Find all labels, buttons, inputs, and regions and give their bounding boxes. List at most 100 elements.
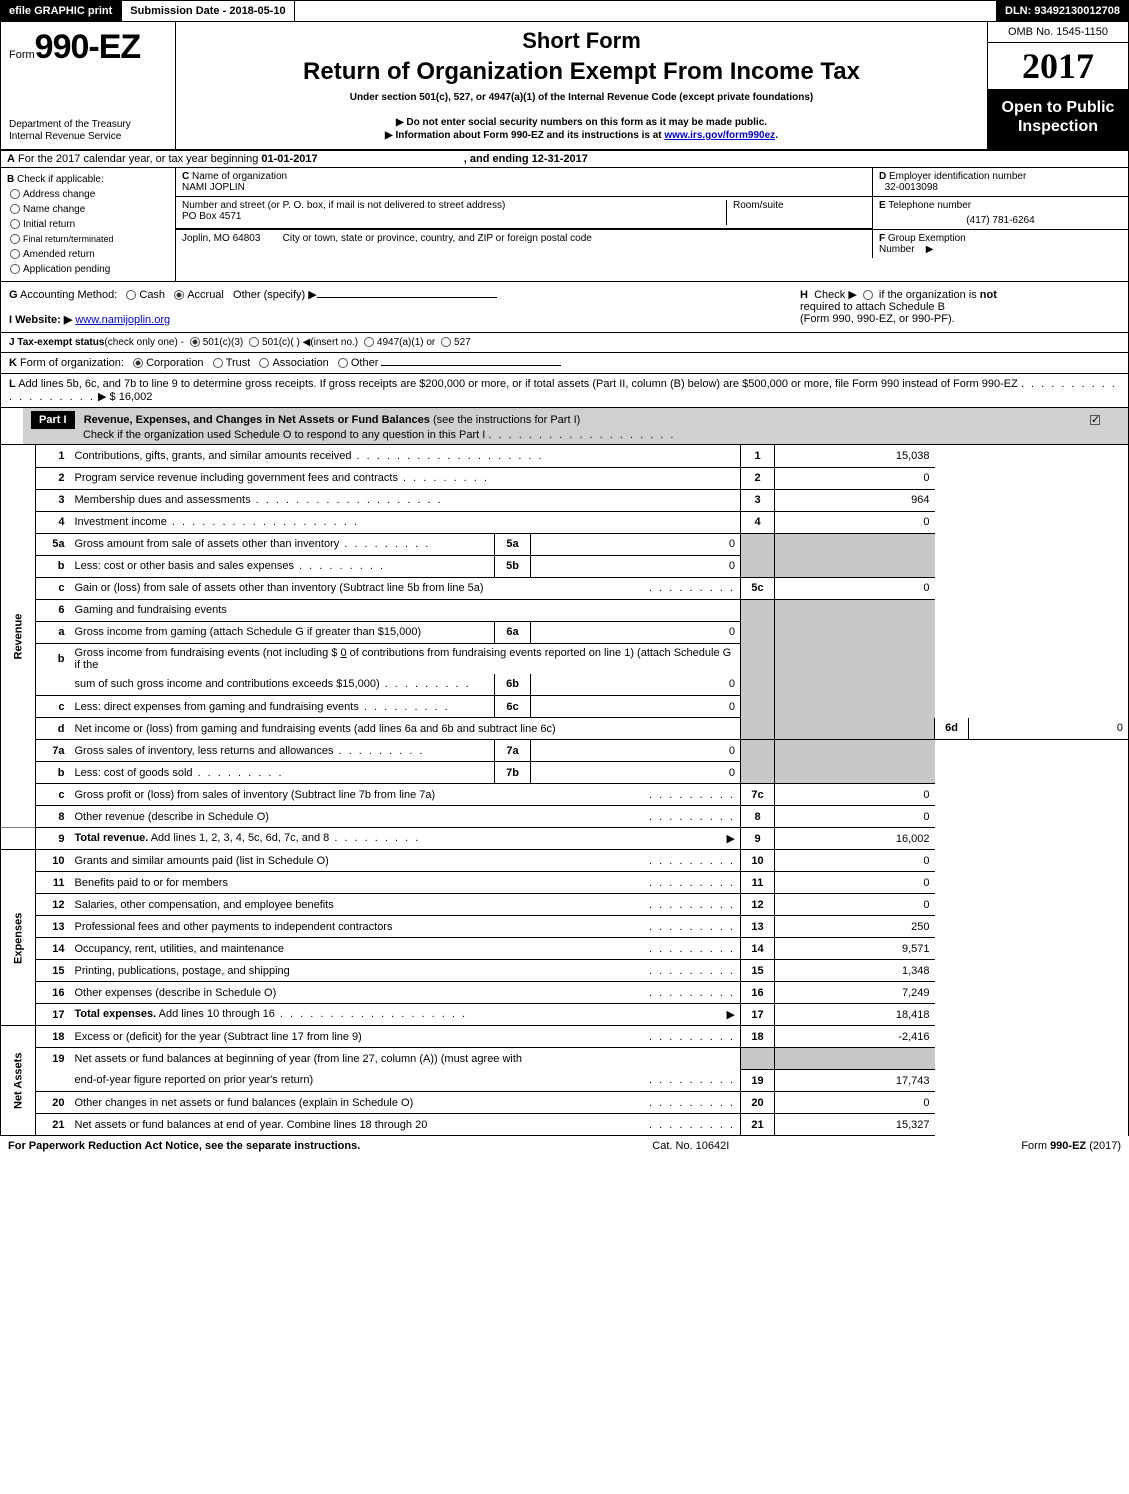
dln-box: DLN: 93492130012708: [996, 0, 1129, 22]
room-suite: Room/suite: [726, 200, 866, 225]
instructions-link[interactable]: www.irs.gov/form990ez: [664, 130, 775, 141]
chk-application-pending[interactable]: [10, 264, 20, 274]
radio-trust[interactable]: [213, 358, 223, 368]
l14-desc: Occupancy, rent, utilities, and maintena…: [75, 943, 285, 955]
efile-print-button[interactable]: efile GRAPHIC print: [0, 0, 121, 22]
line-h-text4: (Form 990, 990-EZ, or 990-PF).: [800, 313, 955, 325]
part-1-header: Part I Revenue, Expenses, and Changes in…: [0, 408, 1129, 445]
line-k-text: Form of organization:: [20, 357, 124, 369]
chk-schedule-o-part1[interactable]: [1090, 415, 1100, 425]
period-mid: , and ending: [464, 153, 532, 165]
l18-amt: -2,416: [775, 1026, 935, 1048]
l6c-desc: Less: direct expenses from gaming and fu…: [75, 701, 359, 713]
l12-box: 12: [741, 894, 775, 916]
box-e-label: E: [879, 200, 886, 211]
lbl-other-org: Other: [351, 357, 379, 369]
part-1-title: Revenue, Expenses, and Changes in Net As…: [84, 414, 430, 426]
room-heading: Room/suite: [733, 200, 784, 211]
box-e-heading: Telephone number: [888, 200, 971, 211]
footer-mid: Cat. No. 10642I: [652, 1140, 729, 1152]
tax-year: 2017: [988, 43, 1128, 90]
l21-box: 21: [741, 1114, 775, 1136]
topbar-spacer: [295, 0, 996, 22]
line-g-h: G Accounting Method: Cash Accrual Other …: [0, 282, 1129, 333]
l2-box: 2: [741, 467, 775, 489]
box-b: B Check if applicable: Address change Na…: [1, 168, 176, 281]
part-1-label: Part I: [31, 411, 75, 429]
l16-desc: Other expenses (describe in Schedule O): [75, 987, 277, 999]
sidebar-expenses: Expenses: [1, 850, 36, 1026]
l20-box: 20: [741, 1092, 775, 1114]
l5c-box: 5c: [741, 577, 775, 599]
col-cde: C Name of organization NAMI JOPLIN D Emp…: [176, 168, 1128, 281]
box-f-arrow: ▶: [926, 244, 934, 255]
period-pre: For the 2017 calendar year, or tax year …: [18, 153, 261, 165]
lbl-application-pending: Application pending: [23, 264, 110, 275]
addr-heading: Number and street (or P. O. box, if mail…: [182, 200, 505, 211]
l7a-num: 7a: [36, 740, 70, 762]
l16-num: 16: [36, 982, 70, 1004]
l13-box: 13: [741, 916, 775, 938]
line-l-label: L: [9, 378, 16, 390]
l9-box: 9: [741, 828, 775, 850]
l3-desc: Membership dues and assessments: [75, 494, 251, 506]
l7b-sublabel: 7b: [495, 762, 531, 784]
box-f-label: F: [879, 233, 885, 244]
radio-527[interactable]: [441, 337, 451, 347]
l6-desc: Gaming and fundraising events: [75, 604, 227, 616]
l12-desc: Salaries, other compensation, and employ…: [75, 899, 334, 911]
form-number: Form990-EZ: [9, 28, 167, 67]
l9-desc2: Add lines 1, 2, 3, 4, 5c, 6d, 7c, and 8: [148, 832, 329, 844]
l21-desc: Net assets or fund balances at end of ye…: [75, 1119, 428, 1131]
radio-accrual[interactable]: [174, 290, 184, 300]
line-13: 13 Professional fees and other payments …: [1, 916, 1129, 938]
other-org-input[interactable]: [381, 365, 561, 366]
l20-num: 20: [36, 1092, 70, 1114]
radio-501c3[interactable]: [190, 337, 200, 347]
box-c: C Name of organization NAMI JOPLIN: [176, 168, 873, 197]
radio-association[interactable]: [259, 358, 269, 368]
line-l: L Add lines 5b, 6c, and 7b to line 9 to …: [0, 374, 1129, 408]
line-7a: 7a Gross sales of inventory, less return…: [1, 740, 1129, 762]
radio-corporation[interactable]: [133, 358, 143, 368]
l5a-sublabel: 5a: [495, 533, 531, 555]
lbl-corporation: Corporation: [146, 357, 203, 369]
chk-schedule-b-not-required[interactable]: [863, 290, 873, 300]
other-specify-input[interactable]: [317, 297, 497, 298]
line-9: 9 Total revenue. Add lines 1, 2, 3, 4, 5…: [1, 828, 1129, 850]
l11-amt: 0: [775, 872, 935, 894]
l6b-amount-input[interactable]: 0: [340, 647, 346, 659]
box-f: F Group Exemption Number ▶: [873, 229, 1128, 258]
l14-amt: 9,571: [775, 938, 935, 960]
line-7b: b Less: cost of goods sold 7b 0: [1, 762, 1129, 784]
line-h-check: Check ▶: [814, 289, 857, 301]
instructions-post: .: [775, 130, 778, 141]
line-4: 4 Investment income 4 0: [1, 511, 1129, 533]
chk-amended-return[interactable]: [10, 249, 20, 259]
chk-address-change[interactable]: [10, 189, 20, 199]
line-j-heading: Tax-exempt status: [17, 337, 104, 348]
radio-other-org[interactable]: [338, 358, 348, 368]
radio-501c[interactable]: [249, 337, 259, 347]
box-d-heading: Employer identification number: [889, 171, 1026, 182]
line-h-not: not: [980, 289, 997, 301]
radio-cash[interactable]: [126, 290, 136, 300]
chk-final-return[interactable]: [10, 234, 20, 244]
line-5a: 5a Gross amount from sale of assets othe…: [1, 533, 1129, 555]
box-f-heading2: Number: [879, 244, 915, 255]
addr-value: PO Box 4571: [182, 211, 241, 222]
l9-amt: 16,002: [775, 828, 935, 850]
website-link[interactable]: www.namijoplin.org: [75, 314, 170, 326]
form-title: Return of Organization Exempt From Incom…: [186, 58, 977, 86]
radio-4947[interactable]: [364, 337, 374, 347]
footer-right-pre: Form: [1021, 1140, 1050, 1152]
l19-desc: Net assets or fund balances at beginning…: [75, 1053, 523, 1065]
line-g-label: G: [9, 289, 18, 301]
l3-num: 3: [36, 489, 70, 511]
chk-initial-return[interactable]: [10, 219, 20, 229]
l1-desc: Contributions, gifts, grants, and simila…: [75, 450, 352, 462]
l6b-desc1: Gross income from fundraising events (no…: [75, 647, 341, 659]
l6b-desc2: sum of such gross income and contributio…: [75, 678, 380, 690]
box-b-label: B: [7, 174, 14, 185]
chk-name-change[interactable]: [10, 204, 20, 214]
